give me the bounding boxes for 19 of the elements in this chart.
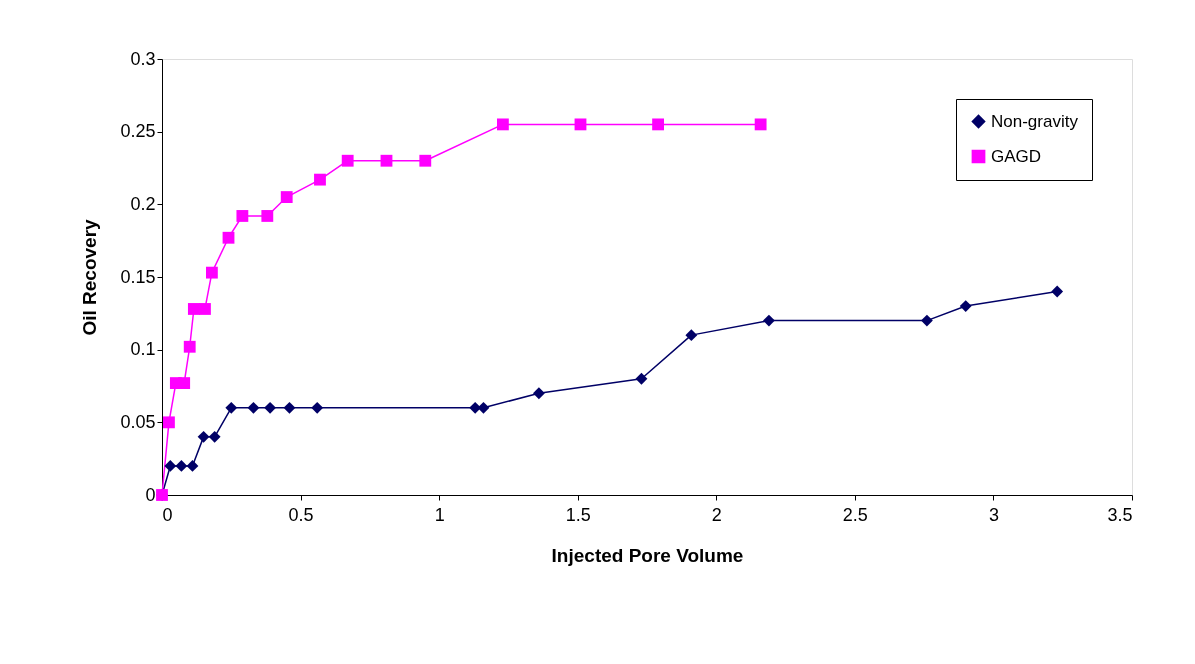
- x-tick-label: 3: [988, 504, 999, 525]
- x-tick-label: 3.5: [1107, 504, 1133, 525]
- x-tick-label: 2.5: [842, 504, 868, 525]
- x-tick-label: 0: [162, 504, 173, 525]
- y-tick-label: 0.3: [130, 48, 156, 69]
- x-tick-label: 1.5: [565, 504, 591, 525]
- legend-label: Non-gravity: [991, 111, 1079, 131]
- y-axis-title: Oil Recovery: [79, 218, 101, 336]
- y-tick-label: 0.1: [130, 339, 156, 360]
- y-tick-label: 0.15: [120, 266, 156, 287]
- x-tick-label: 1: [434, 504, 445, 525]
- x-tick-label: 2: [711, 504, 722, 525]
- y-tick-label: 0.05: [120, 411, 156, 432]
- y-tick-label: 0.25: [120, 121, 156, 142]
- legend-label: GAGD: [991, 146, 1042, 166]
- x-axis-title: Injected Pore Volume: [551, 544, 744, 566]
- y-tick-label: 0.2: [130, 193, 156, 214]
- x-tick-label: 0.5: [288, 504, 314, 525]
- y-tick-label: 0: [145, 484, 156, 505]
